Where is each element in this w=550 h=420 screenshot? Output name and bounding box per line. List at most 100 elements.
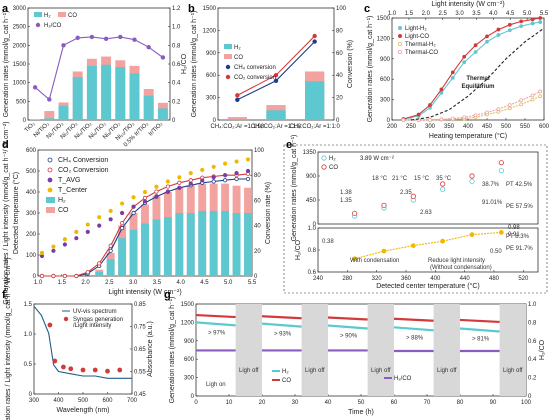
panel-d-bar-h2 (221, 210, 230, 276)
panel-f-y2label: Absorbance (a.u.) (147, 321, 154, 377)
panel-label-d: d (2, 139, 9, 151)
panel-d-series-point (131, 195, 136, 200)
panel-d-series-point (62, 237, 67, 242)
panel-f-syngas-point (80, 367, 86, 373)
panel-d-y2-tick-label: 20 (254, 249, 261, 255)
panel-d-series-point (120, 210, 125, 216)
panel-a-ratio-line (34, 36, 164, 101)
panel-b-ylabel: Generation rates (mmol/g_cat h⁻¹) (191, 11, 198, 118)
panel-e-legend-co-marker (321, 164, 327, 170)
panel-d-series-point (142, 189, 148, 195)
panel-b-legend-co2: CO₂ conversion (234, 75, 276, 81)
panel-c-chart: 0 300 600 900 1200 1500 200 250 300 350 400 450 500 5… (367, 1, 550, 140)
panel-g-light-off-region (235, 304, 262, 396)
panel-b-bar-h2 (305, 81, 325, 120)
panel-c-ylabel: Generation rates (mmol/g_cat h⁻¹) (367, 16, 374, 123)
panel-e-annotation: 35 °C (436, 176, 452, 182)
panel-c-legend-label: Thermal-H₂ (405, 42, 436, 48)
panel-a-y2-tick-label: 1.0 (172, 25, 181, 31)
panel-a-legend-h2-swatch (34, 12, 42, 17)
panel-f-y2-tick-label: 0.45 (134, 392, 146, 398)
panel-g-y-tick-label: 300 (184, 376, 195, 382)
panel-a-y-tick-label: 1000 (13, 81, 27, 87)
panel-b-y-tick-label: 1500 (203, 6, 217, 12)
panel-e-top-frame (317, 151, 539, 225)
panel-e-legend-h2: H₂ (329, 156, 336, 162)
panel-d-y2-tick-label: 40 (254, 224, 261, 230)
panel-d-legend-swatch (46, 207, 55, 213)
panel-c-series-point (416, 112, 421, 117)
panel-c-legend-label: Light-CO (405, 34, 429, 40)
panel-d-series-point (177, 175, 182, 180)
panel-e-annotation: 21 °C (392, 176, 408, 182)
panel-d-series-point (245, 168, 251, 174)
panel-c-x2-tick-label: 2.5 (438, 11, 447, 17)
panel-a-legend-h2: H₂ (44, 13, 51, 19)
panel-f-x-tick-label: 500 (78, 398, 89, 404)
panel-e-legend-intensity: 3.89 W cm⁻² (360, 156, 394, 162)
panel-a-bar-h2 (143, 95, 154, 120)
panel-d-bar-h2 (244, 213, 252, 276)
panel-d-series-point (97, 215, 102, 220)
panel-c-x-tick-label: 600 (539, 124, 550, 130)
panel-g-y-tick-label: 0 (191, 394, 195, 400)
panel-a-bar-h2 (129, 73, 140, 120)
panel-e-x-tick-label: 320 (372, 276, 383, 282)
panel-d-series-point (200, 167, 205, 173)
panel-d-series-point (142, 195, 148, 200)
panel-c-series-point (530, 21, 535, 26)
panel-f-chart: 0 0.5 1.0 1.5 0.45 0.55 0.65 0.75 0.85 300 400 500 6… (5, 257, 154, 420)
panel-g-retention-label: > 93% (274, 332, 292, 338)
panel-c-series-point (538, 89, 543, 94)
panel-d-xlabel: Light intensity (W cm⁻²) (108, 289, 181, 296)
panel-c-xlabel: Heating temperature (°C) (429, 132, 507, 140)
panel-a-bar-h2 (72, 77, 83, 120)
panel-f-y-tick-label: 1.0 (24, 332, 33, 338)
panel-d-series-point (108, 208, 113, 213)
panel-d-x-tick-label: 1.5 (58, 280, 67, 286)
panel-d-series-point (211, 175, 216, 180)
panel-d-bar-h2 (175, 213, 184, 276)
panel-d-series-point (74, 229, 79, 234)
panel-f-syngas-point (61, 364, 66, 370)
panel-a-bar-h2 (101, 64, 112, 120)
panel-d-bar-h2 (152, 219, 161, 276)
panel-b-legend-ch4-marker (225, 64, 231, 70)
panel-d-x-tick-label: 5.5 (248, 280, 257, 286)
panel-c-series-point (530, 97, 535, 102)
panel-c-series-point (439, 90, 444, 95)
panel-c-legend-marker (397, 50, 402, 55)
panel-f-y2-tick-label: 0.65 (134, 347, 146, 353)
panel-g-y2-tick-label: 0.2 (528, 376, 537, 382)
panel-e-annotation: 38.7% (482, 182, 500, 188)
panel-c-x-tick-label: 250 (406, 124, 417, 130)
panel-c-x2-tick-label: 1.0 (388, 11, 397, 17)
panel-e-border (283, 144, 548, 294)
panel-c-x2-tick-label: 4.5 (506, 11, 515, 17)
panel-b-y-tick-label: 600 (206, 73, 217, 79)
panel-d-series-point (51, 273, 56, 279)
panel-c-series-point (439, 117, 444, 122)
panel-d-bar-h2 (118, 238, 127, 276)
panel-a-y2-tick-label: 0.8 (172, 43, 181, 49)
panel-d-y2-tick-label: 100 (254, 148, 265, 154)
panel-e-ratio-point (410, 243, 416, 249)
panel-a-ratio-point (103, 36, 109, 41)
panel-e-annotation: 1.35 (340, 198, 352, 204)
panel-g-y2-tick-label: 1.0 (528, 302, 537, 308)
panel-e-rate-point (410, 193, 416, 199)
panel-g-y2-tick-label: 0.6 (528, 339, 537, 345)
panel-d-legend-label: CO (58, 207, 69, 214)
panel-g-h2-line (195, 321, 236, 327)
panel-c-equilibrium-line (410, 27, 545, 121)
panel-g-y-tick-label: 1200 (181, 320, 195, 326)
panel-c-series-point (439, 87, 444, 92)
panel-g-h2-line (459, 327, 500, 333)
panel-f-y-tick-label: 0 (29, 392, 33, 398)
panel-c-x2-tick-label: 3.5 (472, 11, 481, 17)
panel-c-x-tick-label: 550 (520, 124, 531, 130)
panel-e-annotation: 2.35 (400, 190, 412, 196)
panel-g-y-tick-label: 600 (184, 357, 195, 363)
panel-c-series-point (496, 107, 501, 112)
panel-c-series-point (507, 28, 512, 33)
